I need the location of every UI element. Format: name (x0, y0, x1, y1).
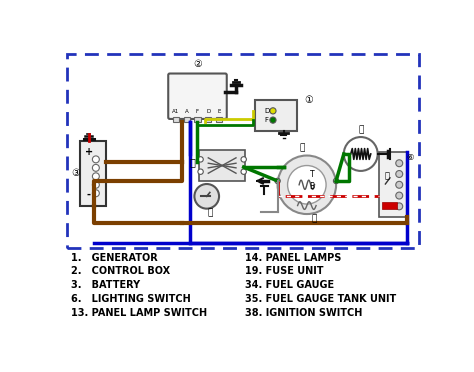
Text: 19. FUSE UNIT: 19. FUSE UNIT (245, 266, 324, 276)
Circle shape (270, 117, 276, 123)
Text: ③: ③ (72, 168, 80, 178)
Circle shape (198, 157, 203, 162)
Circle shape (92, 164, 100, 171)
Text: -: - (87, 190, 91, 200)
Text: 3.   BATTERY: 3. BATTERY (71, 280, 140, 290)
FancyBboxPatch shape (80, 141, 106, 206)
Circle shape (194, 184, 219, 209)
Text: 2.   CONTROL BOX: 2. CONTROL BOX (71, 266, 170, 276)
Circle shape (278, 155, 336, 214)
FancyBboxPatch shape (382, 202, 397, 209)
Text: 6.   LIGHTING SWITCH: 6. LIGHTING SWITCH (71, 294, 191, 304)
FancyBboxPatch shape (173, 118, 179, 122)
Circle shape (270, 108, 276, 114)
Circle shape (288, 166, 326, 204)
Text: D: D (206, 109, 210, 113)
Text: 14. PANEL LAMPS: 14. PANEL LAMPS (245, 253, 342, 263)
Circle shape (198, 169, 203, 174)
Text: A: A (185, 109, 189, 113)
Text: F: F (265, 117, 269, 123)
Circle shape (92, 190, 100, 197)
Text: F: F (196, 109, 199, 113)
Text: D: D (264, 108, 269, 114)
Text: ⑭: ⑭ (312, 214, 317, 223)
FancyBboxPatch shape (255, 100, 297, 131)
Circle shape (92, 156, 100, 163)
Text: 35. FUEL GAUGE TANK UNIT: 35. FUEL GAUGE TANK UNIT (245, 294, 396, 304)
Text: B: B (310, 182, 315, 190)
FancyBboxPatch shape (216, 118, 222, 122)
Text: 38. IGNITION SWITCH: 38. IGNITION SWITCH (245, 308, 363, 318)
Text: A1: A1 (173, 109, 180, 113)
Text: ②: ② (193, 59, 202, 69)
FancyBboxPatch shape (194, 118, 201, 122)
Circle shape (344, 137, 378, 171)
Text: 1.   GENERATOR: 1. GENERATOR (71, 253, 158, 263)
Text: +: + (85, 147, 93, 157)
Text: ⑥: ⑥ (406, 153, 414, 162)
Text: ⑬: ⑬ (384, 171, 390, 180)
Text: 34. FUEL GAUGE: 34. FUEL GAUGE (245, 280, 334, 290)
Circle shape (333, 178, 339, 184)
Circle shape (396, 170, 403, 177)
Text: ⑲: ⑲ (190, 157, 196, 167)
Circle shape (396, 181, 403, 188)
Text: ①: ① (304, 95, 313, 105)
Circle shape (396, 203, 403, 210)
Circle shape (92, 181, 100, 188)
Circle shape (396, 160, 403, 167)
FancyBboxPatch shape (183, 118, 190, 122)
Text: E: E (218, 109, 221, 113)
Circle shape (241, 169, 246, 174)
Circle shape (275, 178, 280, 184)
Circle shape (241, 157, 246, 162)
Circle shape (396, 192, 403, 199)
Text: 13. PANEL LAMP SWITCH: 13. PANEL LAMP SWITCH (71, 308, 207, 318)
FancyBboxPatch shape (168, 74, 227, 119)
Circle shape (92, 173, 100, 180)
Text: ㊳: ㊳ (208, 209, 213, 218)
FancyBboxPatch shape (205, 118, 211, 122)
FancyBboxPatch shape (199, 150, 245, 181)
Text: ㉞: ㉞ (300, 144, 305, 153)
Text: ㉟: ㉟ (358, 125, 364, 134)
Text: T: T (310, 170, 315, 179)
FancyBboxPatch shape (379, 153, 407, 217)
